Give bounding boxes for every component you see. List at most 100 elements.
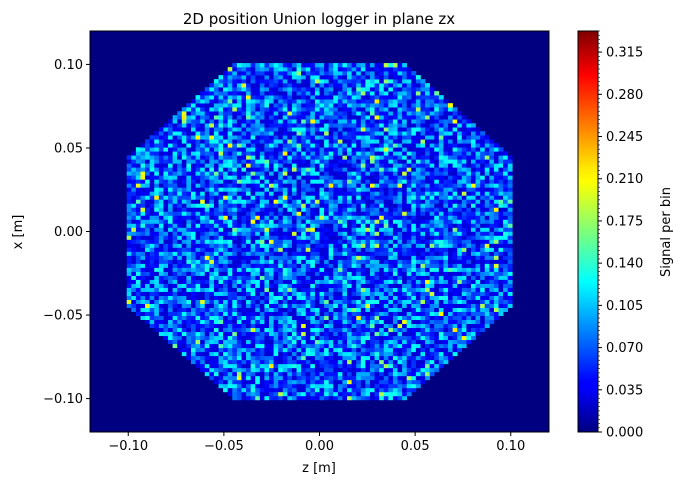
- heatmap-cell: [223, 227, 228, 232]
- heatmap-cell: [324, 295, 329, 300]
- heatmap-cell: [392, 347, 398, 353]
- heatmap-cell: [379, 295, 385, 300]
- heatmap-cell: [351, 195, 357, 200]
- heatmap-cell: [333, 383, 339, 389]
- heatmap-cell: [278, 251, 284, 256]
- heatmap-cell: [397, 375, 403, 381]
- heatmap-cell: [190, 263, 196, 268]
- heatmap-cell: [305, 287, 311, 292]
- heatmap-cell: [379, 131, 385, 136]
- heatmap-cell: [310, 71, 316, 76]
- heatmap-cell: [255, 351, 261, 357]
- heatmap-cell: [383, 335, 389, 341]
- heatmap-cell: [369, 375, 375, 381]
- heatmap-cell: [369, 167, 375, 172]
- heatmap-cell: [223, 127, 228, 132]
- heatmap-cell: [369, 127, 375, 132]
- heatmap-cell: [250, 111, 256, 116]
- heatmap-cell: [337, 67, 343, 72]
- heatmap-cell: [379, 179, 385, 184]
- heatmap-cell: [305, 95, 311, 100]
- heatmap-cell: [333, 263, 339, 268]
- heatmap-cell: [177, 259, 183, 264]
- heatmap-cell: [356, 391, 362, 397]
- heatmap-cell: [269, 87, 274, 92]
- heatmap-cell: [223, 303, 228, 308]
- heatmap-cell: [264, 63, 270, 68]
- heatmap-cell: [402, 391, 408, 397]
- heatmap-cell: [356, 343, 362, 349]
- heatmap-cell: [278, 227, 284, 232]
- heatmap-cell: [337, 267, 343, 272]
- heatmap-cell: [149, 203, 155, 208]
- heatmap-cell: [200, 155, 206, 160]
- heatmap-cell: [177, 295, 183, 300]
- heatmap-cell: [360, 295, 366, 300]
- heatmap-cell: [259, 243, 265, 248]
- heatmap-cell: [241, 283, 247, 288]
- heatmap-cell: [227, 179, 233, 184]
- heatmap-cell: [356, 91, 362, 96]
- heatmap-cell: [402, 151, 408, 156]
- heatmap-cell: [301, 79, 307, 84]
- heatmap-cell: [365, 131, 371, 136]
- heatmap-cell: [177, 331, 183, 337]
- heatmap-cell: [402, 139, 408, 144]
- heatmap-cell: [392, 163, 398, 168]
- heatmap-cell: [200, 199, 206, 204]
- heatmap-cell: [209, 151, 215, 156]
- heatmap-cell: [186, 215, 192, 220]
- heatmap-cell: [324, 215, 329, 220]
- heatmap-cell: [259, 203, 265, 208]
- heatmap-cell: [369, 291, 375, 296]
- heatmap-cell: [388, 323, 394, 329]
- heatmap-cell: [324, 355, 329, 361]
- heatmap-cell: [250, 195, 256, 200]
- heatmap-cell: [337, 195, 343, 200]
- heatmap-cell: [209, 87, 215, 92]
- heatmap-cell: [314, 263, 320, 268]
- heatmap-cell: [232, 163, 238, 168]
- heatmap-cell: [158, 127, 164, 132]
- heatmap-cell: [241, 295, 247, 300]
- heatmap-cell: [131, 167, 137, 172]
- heatmap-cell: [269, 79, 274, 84]
- heatmap-cell: [213, 327, 219, 333]
- heatmap-cell: [383, 271, 389, 276]
- heatmap-cell: [406, 199, 412, 204]
- heatmap-cell: [356, 283, 362, 288]
- heatmap-cell: [135, 287, 141, 292]
- heatmap-cell: [232, 211, 238, 216]
- heatmap-cell: [337, 159, 343, 164]
- heatmap-cell: [158, 223, 164, 228]
- heatmap-cell: [172, 147, 178, 152]
- heatmap-cell: [218, 139, 224, 144]
- heatmap-cell: [250, 155, 256, 160]
- heatmap-cell: [269, 175, 274, 180]
- heatmap-cell: [163, 191, 169, 196]
- heatmap-cell: [232, 319, 238, 325]
- heatmap-cell: [420, 91, 426, 96]
- heatmap-cell: [195, 295, 201, 300]
- heatmap-cell: [392, 167, 398, 172]
- heatmap-cell: [181, 283, 187, 288]
- heatmap-cell: [223, 383, 228, 389]
- heatmap-cell: [374, 171, 380, 176]
- heatmap-cell: [168, 131, 173, 136]
- heatmap-cell: [195, 235, 201, 240]
- heatmap-cell: [278, 151, 284, 156]
- heatmap-cell: [236, 139, 242, 144]
- heatmap-cell: [255, 191, 261, 196]
- heatmap-cell: [324, 131, 329, 136]
- heatmap-cell: [351, 295, 357, 300]
- heatmap-cell: [227, 259, 233, 264]
- heatmap-cell: [342, 79, 348, 84]
- heatmap-cell: [314, 359, 320, 365]
- heatmap-cell: [429, 291, 435, 296]
- heatmap-cell: [347, 239, 352, 244]
- heatmap-cell: [227, 303, 233, 308]
- heatmap-cell: [236, 131, 242, 136]
- heatmap-cell: [213, 159, 219, 164]
- heatmap-cell: [269, 107, 274, 112]
- heatmap-cell: [388, 359, 394, 365]
